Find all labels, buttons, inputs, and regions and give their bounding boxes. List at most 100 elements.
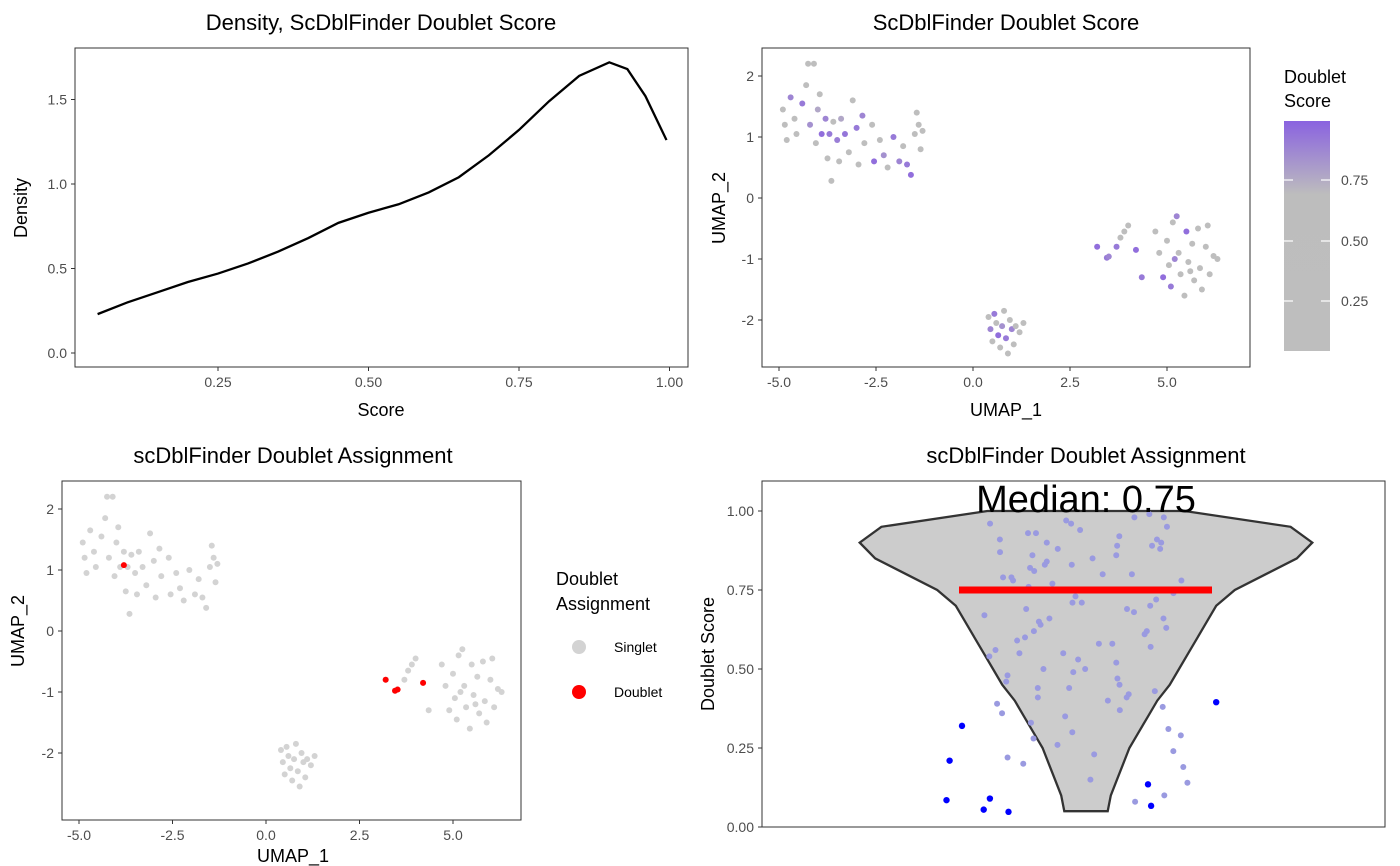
score-point	[1125, 222, 1132, 229]
singlet-point	[461, 682, 468, 689]
violin-title: scDblFinder Doublet Assignment	[926, 443, 1245, 468]
score-point	[812, 140, 819, 147]
score-point	[1151, 688, 1158, 695]
singlet-point	[158, 573, 165, 580]
score-point	[1202, 243, 1209, 250]
score-point	[993, 320, 1000, 327]
score-point	[836, 158, 843, 165]
low-score-point	[1005, 808, 1012, 816]
singlet-point	[438, 661, 445, 668]
singlet-point	[152, 594, 159, 601]
singlet-point	[281, 771, 288, 778]
score-point	[913, 109, 920, 116]
singlet-point	[150, 557, 157, 564]
singlet-point	[474, 673, 481, 680]
singlet-point	[291, 756, 298, 763]
score-point	[904, 161, 911, 168]
y-tick-label: 2	[746, 68, 754, 84]
score-point	[1010, 577, 1017, 584]
score-point	[869, 121, 876, 128]
score-point	[1012, 323, 1019, 330]
score-point	[994, 700, 1001, 707]
y-tick-label: 1	[746, 129, 754, 145]
score-point	[1189, 240, 1196, 247]
score-point	[841, 130, 848, 137]
singlet-point	[412, 655, 419, 662]
y-tick-label: 0.0	[48, 345, 68, 361]
score-point	[999, 323, 1006, 330]
x-tick-label: 1.00	[656, 374, 683, 390]
singlet-point	[466, 725, 473, 732]
singlet-point	[147, 530, 154, 537]
score-point	[917, 146, 924, 153]
score-point	[816, 91, 823, 98]
x-tick-label: 0.0	[963, 374, 983, 390]
score-point	[799, 100, 806, 107]
score-point	[1027, 564, 1034, 571]
score-point	[1113, 659, 1120, 666]
singlet-point	[287, 765, 294, 772]
singlet-point	[425, 707, 432, 714]
score-point	[1029, 552, 1036, 559]
y-tick-label: -2	[42, 745, 55, 761]
score-point	[861, 140, 868, 147]
singlet-point	[167, 591, 174, 598]
y-tick-label: 2	[46, 501, 54, 517]
y-tick-label: 0	[746, 190, 754, 206]
score-point	[1060, 650, 1067, 657]
singlet-point	[491, 704, 498, 711]
singlet-point	[165, 554, 172, 561]
score-point	[1062, 713, 1069, 720]
score-point	[1157, 545, 1164, 552]
score-point	[981, 612, 988, 619]
score-point	[1183, 228, 1190, 235]
score-point	[987, 326, 994, 333]
score-point	[1158, 539, 1165, 546]
score-point	[1184, 779, 1191, 786]
score-point	[1002, 335, 1009, 342]
score-point	[1161, 792, 1168, 799]
score-point	[1104, 697, 1111, 704]
score-point	[1132, 798, 1139, 805]
score-point	[1113, 243, 1120, 250]
density-title: Density, ScDblFinder Doublet Score	[206, 10, 557, 35]
score-umap-plot-area	[761, 47, 1251, 368]
singlet-point	[132, 570, 139, 577]
score-point	[915, 121, 922, 128]
score-point	[1016, 650, 1023, 657]
score-point	[787, 94, 794, 101]
score-point	[1123, 694, 1130, 701]
score-point	[1113, 552, 1120, 559]
score-point	[1034, 694, 1041, 701]
assignment-umap-title: scDblFinder Doublet Assignment	[133, 443, 452, 468]
score-point	[1069, 599, 1076, 606]
score-point	[1001, 307, 1008, 314]
score-point	[859, 112, 866, 119]
score-point	[1165, 726, 1172, 733]
score-point	[907, 171, 914, 178]
singlet-point	[489, 655, 496, 662]
score-point	[987, 520, 994, 527]
score-point	[1195, 225, 1202, 232]
singlet-point	[446, 707, 453, 714]
score-point	[1030, 735, 1037, 742]
singlet-point	[195, 576, 202, 583]
score-point	[1020, 760, 1027, 767]
score-point	[793, 130, 800, 137]
singlet-point	[296, 783, 303, 790]
singlet-point	[120, 548, 127, 555]
singlet-point	[457, 689, 464, 695]
score-point	[1159, 703, 1166, 710]
singlet-point	[81, 554, 88, 561]
score-point	[824, 155, 831, 162]
singlet-point	[79, 539, 86, 546]
score-point	[1010, 341, 1017, 348]
singlet-point	[298, 750, 305, 756]
score-point	[1068, 520, 1075, 527]
singlet-point	[173, 570, 180, 577]
singlet-point	[115, 524, 122, 531]
score-point	[876, 137, 883, 144]
score-point	[1014, 637, 1021, 644]
x-tick-label: 2.5	[1060, 374, 1080, 390]
y-tick-label: -1	[742, 251, 755, 267]
